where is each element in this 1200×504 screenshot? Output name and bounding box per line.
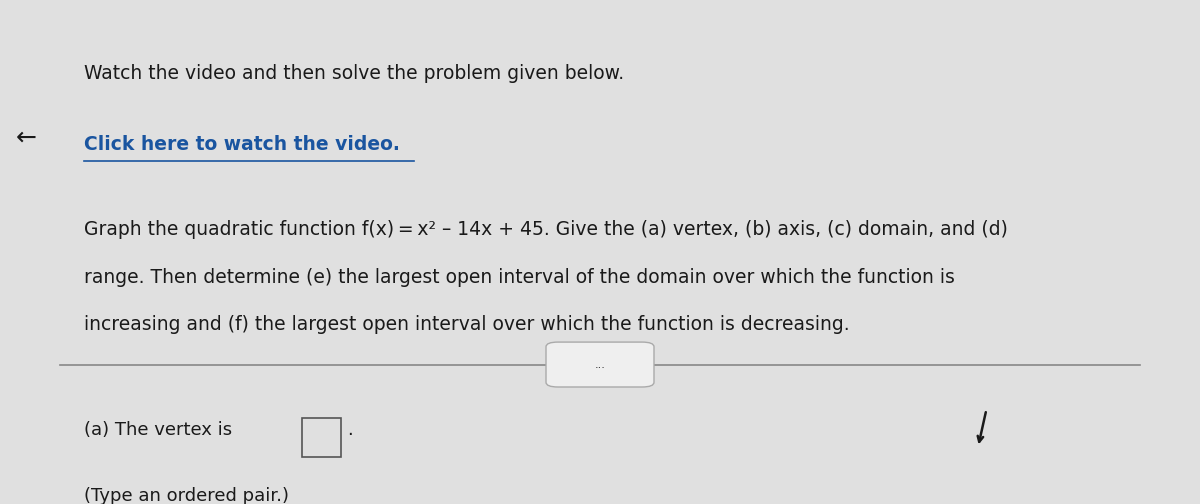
Text: Watch the video and then solve the problem given below.: Watch the video and then solve the probl… [84,65,624,83]
Text: Graph the quadratic function f(x) = x² – 14x + 45. Give the (a) vertex, (b) axis: Graph the quadratic function f(x) = x² –… [84,220,1008,239]
Text: ←: ← [16,126,37,150]
Text: (Type an ordered pair.): (Type an ordered pair.) [84,487,289,504]
FancyBboxPatch shape [302,418,341,457]
Text: ...: ... [594,359,606,369]
Text: range. Then determine (e) the largest open interval of the domain over which the: range. Then determine (e) the largest op… [84,268,955,287]
FancyBboxPatch shape [546,342,654,387]
Text: increasing and (f) the largest open interval over which the function is decreasi: increasing and (f) the largest open inte… [84,315,850,334]
Text: .: . [347,421,353,439]
Text: Click here to watch the video.: Click here to watch the video. [84,135,400,154]
Text: (a) The vertex is: (a) The vertex is [84,421,232,439]
